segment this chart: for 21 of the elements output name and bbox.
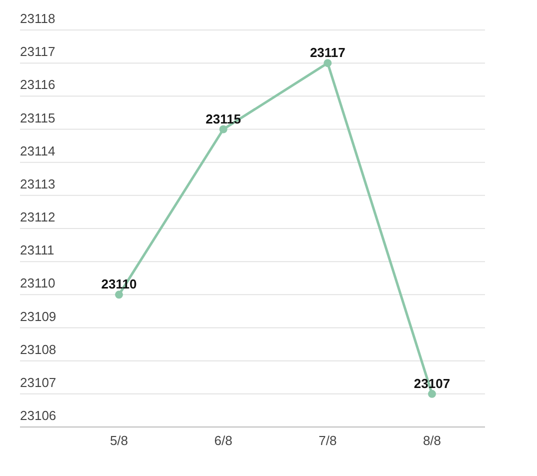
y-tick-label: 23113	[20, 176, 56, 192]
x-tick-label: 7/8	[318, 433, 337, 448]
y-tick-label: 23116	[20, 77, 56, 92]
y-tick-label: 23110	[20, 276, 56, 291]
data-label: 23107	[414, 376, 450, 391]
y-tick-label: 23107	[20, 374, 56, 390]
y-tick-label: 23118	[20, 11, 56, 26]
x-tick-label: 5/8	[110, 433, 128, 448]
y-tick-label: 23112	[20, 210, 56, 224]
x-tick-label: 8/8	[422, 433, 442, 448]
y-tick-label: 23117	[20, 44, 56, 60]
y-tick-label: 23108	[20, 342, 56, 357]
data-label: 23117	[310, 45, 346, 60]
y-tick-label: 23115	[20, 110, 56, 126]
data-label: 23115	[206, 111, 242, 126]
data-label: 23110	[101, 276, 137, 292]
y-tick-label: 23111	[20, 242, 54, 258]
x-tick-label: 6/8	[214, 433, 232, 448]
y-tick-label: 23109	[20, 308, 56, 324]
y-tick-label: 23114	[20, 143, 56, 158]
y-tick-label: 23106	[20, 408, 56, 423]
